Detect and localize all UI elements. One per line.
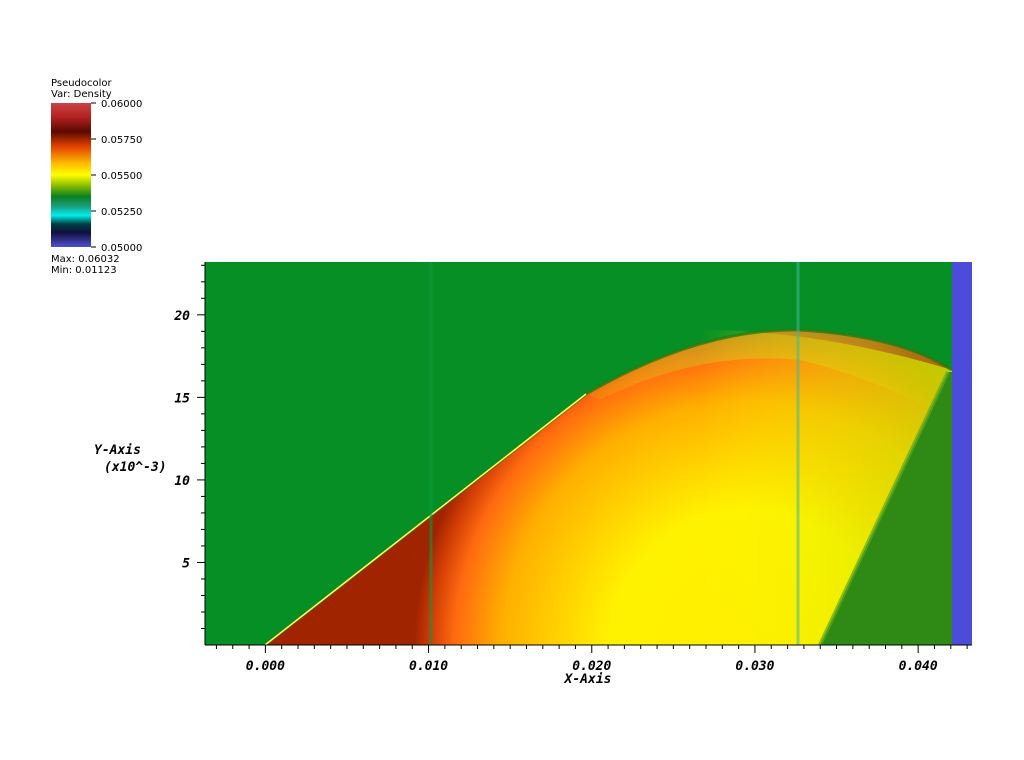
legend-gradient	[51, 103, 91, 247]
y-tick-label: 15	[174, 391, 190, 406]
legend-tick-label: 0.06000	[101, 99, 142, 110]
x-tick-label: 0.020	[572, 659, 611, 674]
legend-min: Min: 0.01123	[51, 265, 117, 276]
legend-variable: Var: Density	[51, 89, 112, 100]
shock-front-highlight	[264, 393, 587, 645]
boundary-strip	[952, 262, 972, 645]
legend-tick-label: 0.05250	[101, 207, 142, 218]
legend-tick-label: 0.05000	[101, 243, 142, 254]
legend-title: Pseudocolor	[51, 78, 112, 89]
y-axis-title: Y-Axis	[94, 443, 141, 458]
shock-front	[264, 328, 953, 645]
x-axis: 0.000 0.010 0.020 0.030 0.040	[205, 644, 972, 674]
x-tick-label: 0.040	[899, 659, 938, 674]
x-tick-label: 0.030	[735, 659, 774, 674]
legend-colorbar: 0.06000 0.05750 0.05500 0.05250 0.05000	[51, 99, 142, 254]
y-tick-label: 20	[173, 309, 190, 324]
x-tick-label: 0.000	[246, 659, 285, 674]
y-tick-label: 10	[174, 474, 190, 489]
x-axis-title: X-Axis	[564, 672, 612, 687]
y-axis: 5 10 15 20	[173, 262, 206, 645]
color-legend: Pseudocolor Var: Density 0.06000 0.05750 0…	[0, 0, 200, 290]
legend-max: Max: 0.06032	[51, 254, 120, 265]
x-tick-label: 0.010	[409, 659, 448, 674]
legend-tick-label: 0.05500	[101, 171, 142, 182]
wedge-edge	[818, 371, 950, 645]
y-axis-scale: (x10^-3)	[104, 460, 167, 475]
density-field	[205, 262, 972, 645]
y-tick-label: 5	[182, 556, 190, 571]
legend-tick-label: 0.05750	[101, 135, 142, 146]
